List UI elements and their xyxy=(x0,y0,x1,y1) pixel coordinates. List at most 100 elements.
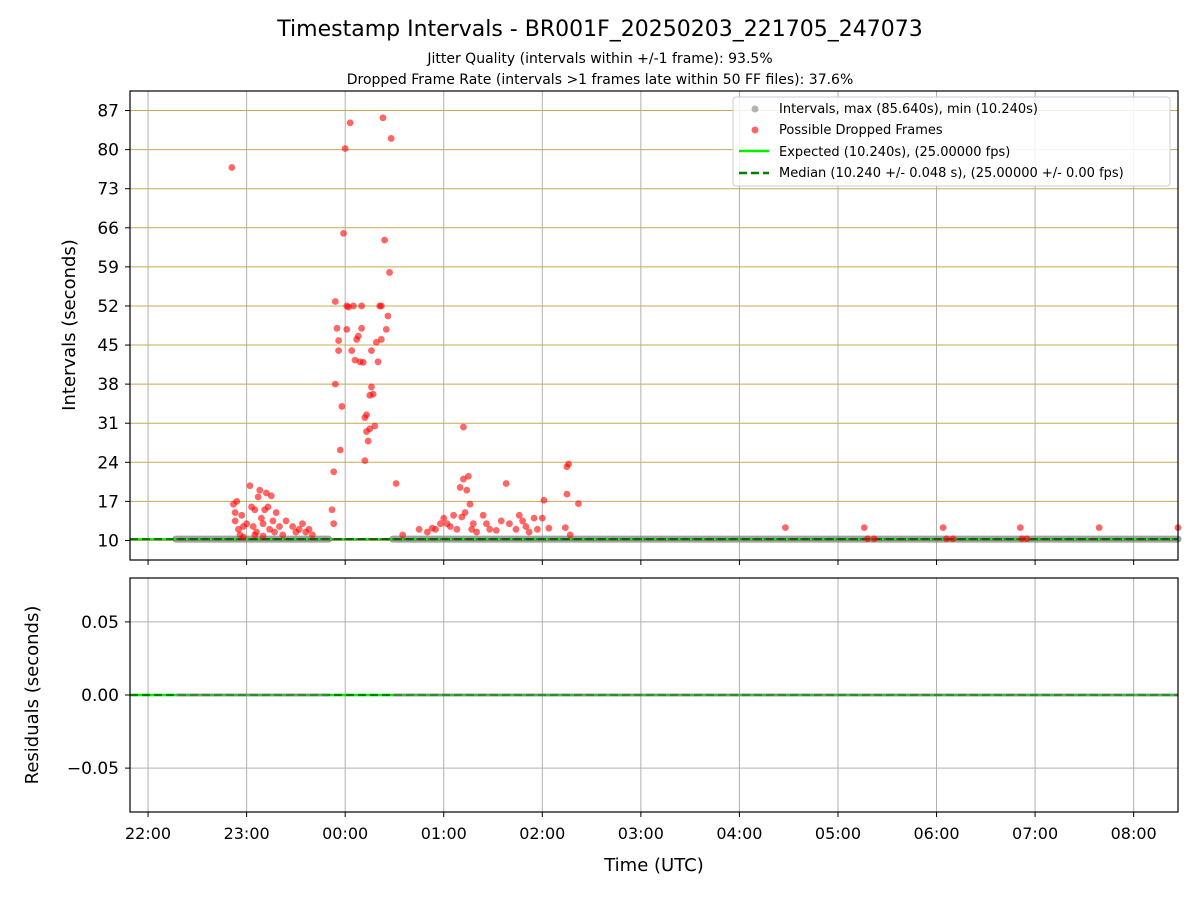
dropped-frame-point xyxy=(530,514,538,522)
dropped-frame-point xyxy=(1018,535,1026,543)
dropped-frame-point xyxy=(379,114,387,122)
dropped-frame-point xyxy=(371,422,379,430)
dropped-frame-point xyxy=(473,528,480,536)
intervals-ticks: 10 17 24 31 38 45 52 59 66 73 80 87 xyxy=(97,102,1135,565)
dropped-frame-point xyxy=(361,457,369,465)
dropped-frame-point xyxy=(259,520,267,528)
dropped-frame-point xyxy=(262,489,270,497)
legend: Intervals, max (85.640s), min (10.240s) … xyxy=(732,96,1171,187)
dropped-frame-point xyxy=(446,523,454,530)
dropped-frame-point xyxy=(939,524,947,532)
dropped-frame-point xyxy=(460,475,467,483)
dropped-frame-point xyxy=(235,525,242,533)
intervals-panel: 10 17 24 31 38 45 52 59 66 73 80 87 Intervals (seco… xyxy=(59,90,1182,565)
x-tick-label: 08:00 xyxy=(1111,824,1157,843)
dropped-frame-point xyxy=(545,524,553,532)
dropped-frame-point xyxy=(377,336,385,343)
dropped-frame-point xyxy=(364,437,372,445)
intervals-ytick-label: 80 xyxy=(97,141,119,161)
dropped-frame-point xyxy=(331,380,339,388)
dropped-frame-point xyxy=(502,480,510,487)
dropped-frame-point xyxy=(538,514,546,522)
x-tick-label: 23:00 xyxy=(224,824,270,843)
dropped-frame-point xyxy=(368,383,375,391)
legend-frame xyxy=(732,96,1171,187)
dropped-frame-point xyxy=(295,525,303,533)
dropped-frame-point xyxy=(372,338,380,346)
dropped-frame-point xyxy=(336,446,344,454)
dropped-frame-point xyxy=(566,531,574,539)
dropped-frame-point xyxy=(335,347,343,355)
intervals-ytick-label: 31 xyxy=(97,414,119,434)
dropped-frame-point xyxy=(330,520,338,528)
dropped-frame-point xyxy=(497,517,505,525)
dropped-frame-point xyxy=(331,298,339,305)
legend-label-dropped: Possible Dropped Frames xyxy=(779,123,943,138)
dropped-frame-point xyxy=(256,486,264,494)
dropped-frame-point xyxy=(239,533,247,541)
dropped-frame-point xyxy=(453,525,461,533)
dropped-frame-point xyxy=(276,523,283,530)
dropped-frame-point xyxy=(348,347,356,355)
dropped-frame-point xyxy=(231,509,239,516)
dropped-frame-point xyxy=(243,520,251,528)
dropped-frame-point xyxy=(450,511,457,519)
dropped-frame-point xyxy=(561,524,569,532)
dropped-frame-point xyxy=(328,506,336,514)
dropped-frame-point xyxy=(387,135,395,142)
dropped-frame-point xyxy=(512,525,520,533)
dropped-frame-point xyxy=(469,520,477,528)
dropped-frame-point xyxy=(460,423,467,431)
dropped-frame-point xyxy=(466,500,474,508)
chart-title: Timestamp Intervals - BR001F_20250203_22… xyxy=(276,17,922,42)
dropped-frame-point xyxy=(366,425,374,433)
dropped-frame-point xyxy=(1023,535,1031,543)
dropped-frame-point xyxy=(386,269,393,276)
dropped-frame-point xyxy=(343,326,351,333)
dropped-frame-point xyxy=(282,517,290,525)
dropped-frame-point xyxy=(374,358,382,366)
intervals-ytick-label: 17 xyxy=(97,492,119,512)
dropped-frame-point xyxy=(338,403,346,410)
x-tick-label: 06:00 xyxy=(913,824,959,843)
dropped-frame-point xyxy=(368,347,375,355)
intervals-ytick-label: 10 xyxy=(97,531,119,551)
dropped-frame-point xyxy=(456,484,464,491)
dropped-frame-point xyxy=(942,535,950,543)
dropped-frame-point xyxy=(266,525,274,533)
dropped-frame-point xyxy=(463,486,471,494)
dropped-frame-point xyxy=(860,524,868,532)
legend-label-median: Median (10.240 +/- 0.048 s), (25.00000 +… xyxy=(779,166,1124,181)
dropped-frame-point xyxy=(228,164,236,171)
dropped-frame-point xyxy=(264,503,272,511)
dropped-frame-point xyxy=(384,312,392,320)
dropped-frame-point xyxy=(289,523,297,530)
dropped-frame-point xyxy=(864,535,871,543)
dropped-frame-point xyxy=(575,500,582,508)
dropped-frame-point xyxy=(522,523,530,530)
dropped-frame-point xyxy=(483,520,490,528)
intervals-ytick-label: 73 xyxy=(97,180,119,200)
dropped-frame-point xyxy=(363,411,370,419)
x-tick-label: 01:00 xyxy=(421,824,467,843)
legend-marker-intervals xyxy=(751,105,759,113)
dropped-frame-point xyxy=(358,302,366,310)
dropped-frame-point xyxy=(249,523,257,530)
dropped-frame-point xyxy=(333,324,341,332)
dropped-frame-point xyxy=(464,472,472,480)
dropped-frame-point xyxy=(381,236,389,244)
dropped-frame-point xyxy=(305,525,313,533)
dropped-frame-point xyxy=(432,525,439,533)
dropped-frame-point xyxy=(269,517,277,525)
residuals-xlabel: Time (UTC) xyxy=(603,855,704,876)
dropped-frame-point xyxy=(369,390,377,398)
dropped-frame-point xyxy=(949,535,957,543)
intervals-ytick-label: 45 xyxy=(97,336,119,356)
legend-label-expected: Expected (10.240s), (25.00000 fps) xyxy=(779,145,1010,160)
dropped-frame-point xyxy=(533,525,541,533)
residuals-ticks: 22:00 23:00 00:00 01:00 02:00 03:00 04:00 05:00… xyxy=(67,613,1157,843)
dropped-frame-point xyxy=(349,302,357,310)
dropped-frame-point xyxy=(437,520,444,528)
dropped-frame-point xyxy=(359,358,367,366)
